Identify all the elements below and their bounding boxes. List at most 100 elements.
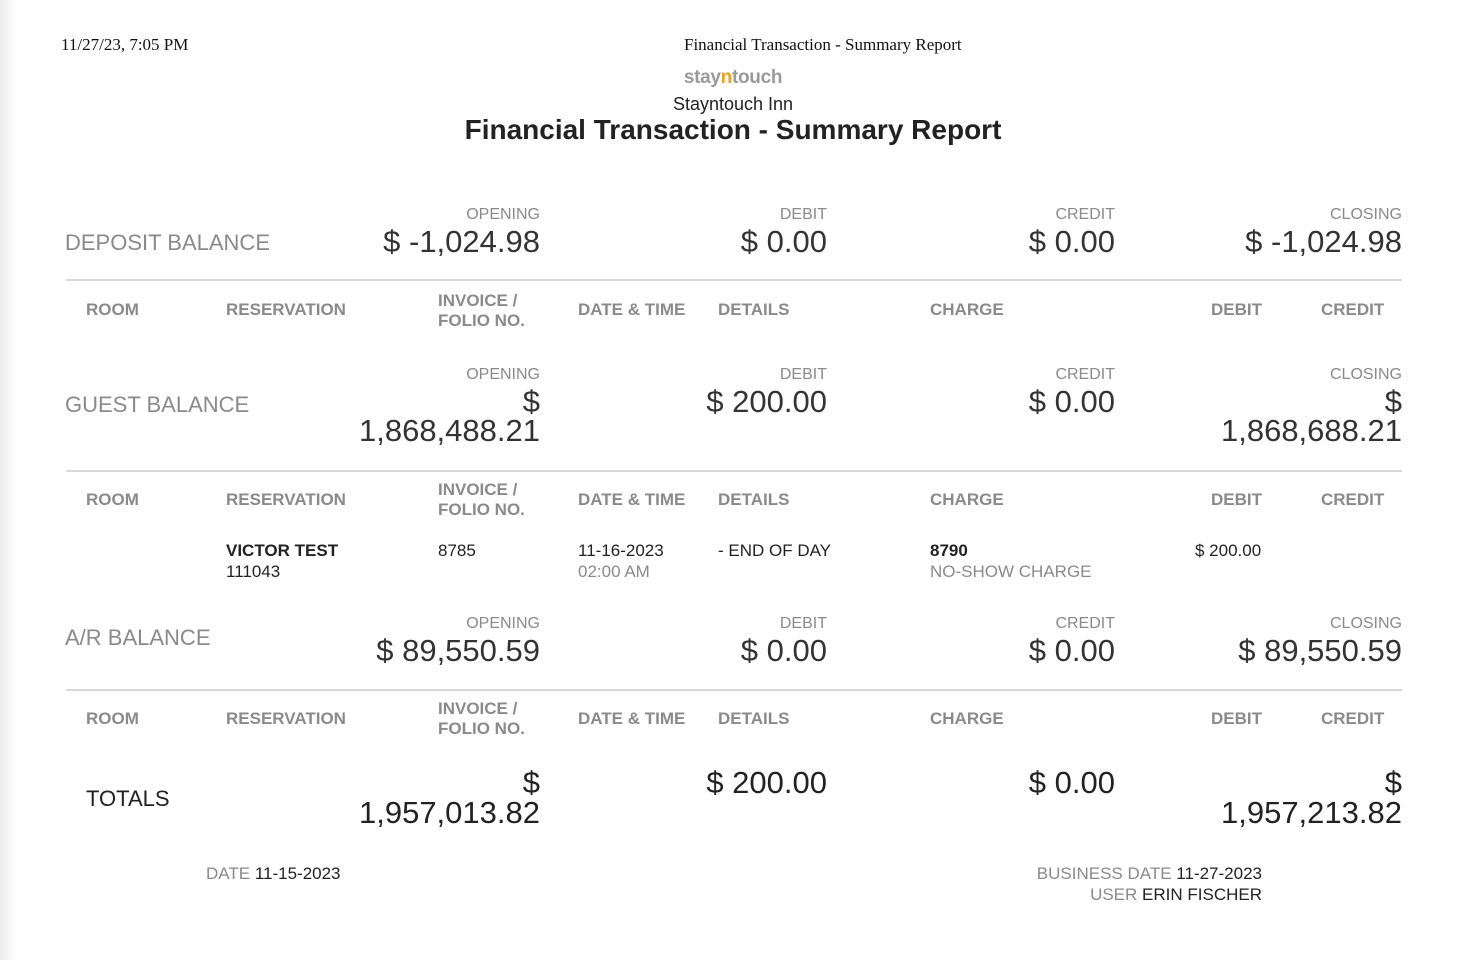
- totals-opening: $ 1,957,013.82: [330, 765, 540, 830]
- col-reservation: RESERVATION: [226, 709, 346, 728]
- col-reservation: RESERVATION: [226, 490, 346, 509]
- col-invoice-line2: FOLIO NO.: [438, 311, 525, 330]
- col-invoice-line1: INVOICE /: [438, 291, 518, 310]
- closing-label: CLOSING: [1329, 366, 1402, 383]
- col-credit: CREDIT: [1321, 709, 1385, 728]
- ar-credit: CREDIT $ 0.00: [900, 615, 1115, 668]
- guest-debit-value: $ 200.00: [706, 384, 827, 419]
- logo-part-n: n: [720, 67, 733, 88]
- col-date-time: DATE & TIME: [578, 490, 686, 509]
- user-label: USER: [1090, 885, 1138, 904]
- divider: [66, 279, 1402, 281]
- ar-opening: OPENING $ 89,550.59: [330, 615, 540, 668]
- divider: [66, 689, 1402, 691]
- credit-label: CREDIT: [1055, 366, 1115, 383]
- debit-label: DEBIT: [779, 366, 827, 383]
- col-invoice-line1: INVOICE /: [438, 480, 518, 499]
- row-date: 11-16-2023: [578, 541, 664, 560]
- col-invoice: INVOICE / FOLIO NO.: [438, 291, 525, 331]
- totals-opening-l1: $: [522, 765, 540, 800]
- charge-code: 8790: [930, 541, 968, 560]
- col-invoice: INVOICE / FOLIO NO.: [438, 699, 525, 739]
- col-invoice-line1: INVOICE /: [438, 699, 518, 718]
- stayntouch-logo: stayntouch: [0, 67, 1466, 89]
- row-reservation[interactable]: VICTOR TEST 111043: [226, 540, 338, 582]
- totals-closing-l1: $: [1384, 765, 1402, 800]
- totals-opening-l2: 1,957,013.82: [358, 795, 540, 830]
- col-invoice: INVOICE / FOLIO NO.: [438, 480, 525, 520]
- col-date-time: DATE & TIME: [578, 709, 686, 728]
- row-date-time: 11-16-2023 02:00 AM: [578, 540, 664, 582]
- col-credit: CREDIT: [1321, 490, 1385, 509]
- footer-date-value: 11-15-2023: [254, 864, 341, 883]
- deposit-closing: CLOSING $ -1,024.98: [1190, 206, 1402, 259]
- opening-label: OPENING: [466, 206, 540, 223]
- footer-business-info: BUSINESS DATE 11-27-2023 USER ERIN FISCH…: [960, 863, 1262, 905]
- deposit-opening: OPENING $ -1,024.98: [330, 206, 540, 259]
- row-details: - END OF DAY: [718, 541, 832, 560]
- debit-label: DEBIT: [779, 206, 827, 223]
- guest-closing-value-l1: $: [1384, 384, 1402, 419]
- closing-label: CLOSING: [1329, 206, 1402, 223]
- col-room: ROOM: [86, 490, 139, 509]
- totals-credit: $ 0.00: [1028, 765, 1115, 800]
- ar-closing: CLOSING $ 89,550.59: [1190, 615, 1402, 668]
- ar-opening-value: $ 89,550.59: [376, 633, 540, 668]
- ar-credit-value: $ 0.00: [1028, 633, 1115, 668]
- row-charge: 8790 NO-SHOW CHARGE: [930, 540, 1092, 582]
- col-date-time: DATE & TIME: [578, 300, 686, 319]
- col-details: DETAILS: [718, 709, 790, 728]
- guest-closing-value-l2: 1,868,688.21: [1220, 413, 1402, 448]
- col-details: DETAILS: [718, 490, 790, 509]
- guest-opening-value-l1: $: [522, 384, 540, 419]
- col-charge: CHARGE: [930, 300, 1004, 319]
- col-charge: CHARGE: [930, 709, 1004, 728]
- opening-label: OPENING: [466, 366, 540, 383]
- deposit-closing-value: $ -1,024.98: [1245, 224, 1402, 259]
- deposit-credit-value: $ 0.00: [1028, 224, 1115, 259]
- logo-part-touch: touch: [731, 67, 783, 88]
- page-edge: [0, 0, 16, 960]
- col-details: DETAILS: [718, 300, 790, 319]
- divider: [66, 470, 1402, 472]
- print-datetime: 11/27/23, 7:05 PM: [61, 35, 189, 54]
- user-value: ERIN FISCHER: [1142, 885, 1262, 904]
- col-invoice-line2: FOLIO NO.: [438, 719, 525, 738]
- footer-date-label: DATE: [206, 864, 251, 883]
- guest-opening: OPENING $ 1,868,488.21: [330, 366, 540, 446]
- col-reservation: RESERVATION: [226, 300, 346, 319]
- col-room: ROOM: [86, 709, 139, 728]
- closing-label: CLOSING: [1329, 615, 1402, 632]
- ar-closing-value: $ 89,550.59: [1238, 633, 1402, 668]
- logo-part-stay: stay: [683, 67, 721, 88]
- col-room: ROOM: [86, 300, 139, 319]
- print-page-title: Financial Transaction - Summary Report: [684, 35, 962, 54]
- deposit-credit: CREDIT $ 0.00: [900, 206, 1115, 259]
- col-debit: DEBIT: [1211, 490, 1262, 509]
- deposit-debit-value: $ 0.00: [740, 224, 827, 259]
- credit-label: CREDIT: [1055, 615, 1115, 632]
- guest-credit-value: $ 0.00: [1028, 384, 1115, 419]
- row-debit: $ 200.00: [1195, 541, 1262, 560]
- ar-balance-label: A/R BALANCE: [65, 625, 211, 650]
- deposit-opening-value: $ -1,024.98: [383, 224, 540, 259]
- col-debit: DEBIT: [1211, 709, 1262, 728]
- charge-name: NO-SHOW CHARGE: [930, 562, 1092, 581]
- business-date-value: 11-27-2023: [1176, 864, 1262, 883]
- totals-debit: $ 200.00: [706, 765, 827, 800]
- credit-label: CREDIT: [1055, 206, 1115, 223]
- reservation-number: 111043: [226, 562, 281, 581]
- ar-debit-value: $ 0.00: [740, 633, 827, 668]
- deposit-balance-label: DEPOSIT BALANCE: [65, 230, 270, 255]
- guest-debit: DEBIT $ 200.00: [620, 366, 827, 419]
- opening-label: OPENING: [466, 615, 540, 632]
- ar-debit: DEBIT $ 0.00: [620, 615, 827, 668]
- report-title: Financial Transaction - Summary Report: [464, 114, 1002, 145]
- guest-closing: CLOSING $ 1,868,688.21: [1190, 366, 1402, 448]
- totals-label: TOTALS: [86, 786, 170, 811]
- totals-closing: $ 1,957,213.82: [1190, 765, 1402, 828]
- debit-label: DEBIT: [779, 615, 827, 632]
- col-debit: DEBIT: [1211, 300, 1262, 319]
- row-invoice: 8785: [438, 541, 476, 560]
- deposit-debit: DEBIT $ 0.00: [620, 206, 827, 259]
